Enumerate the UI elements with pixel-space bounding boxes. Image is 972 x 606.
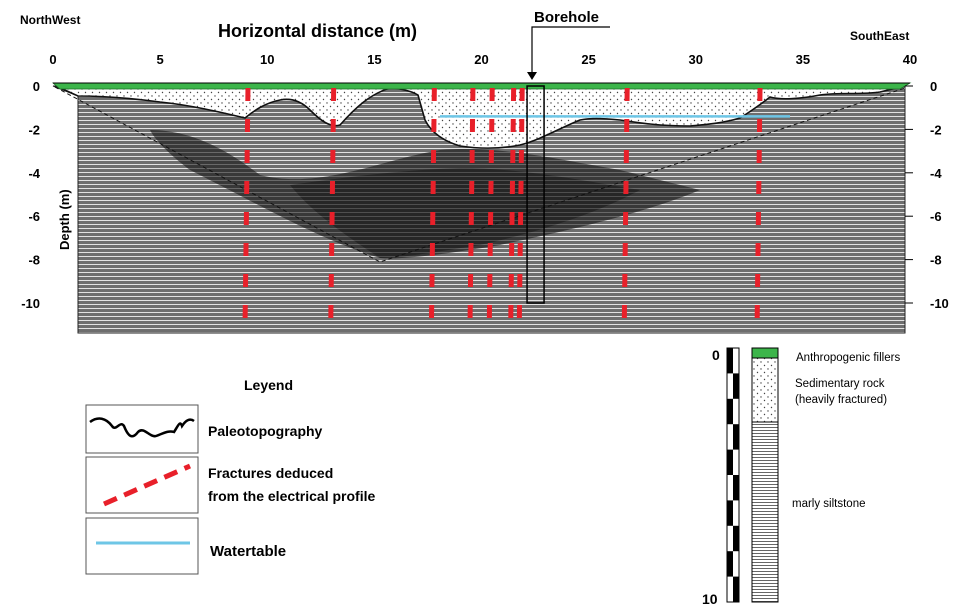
scale-block (733, 525, 739, 552)
y-tick-label-left: 0 (33, 79, 40, 94)
y-axis-ticks-left: 0 -2 -4 -6 -8 -10 (21, 79, 41, 311)
stratigraphic-column: 0 10 Anthropogenic fillers Sedimentary r… (702, 347, 900, 606)
fractures-group (242, 87, 763, 331)
direction-left-label: NorthWest (20, 13, 80, 27)
legend-box-paleotopography (85, 404, 199, 454)
scale-block (727, 500, 733, 526)
column-label-marly-siltstone: marly siltstone (792, 498, 866, 510)
column-label-sedimentary-rock: Sedimentary rock (heavily fractured) (795, 378, 888, 406)
fracture-line (328, 87, 337, 331)
y-tick-label-right: -2 (930, 122, 942, 137)
y-tick-label-right: -6 (930, 209, 942, 224)
x-tick-label: 5 (157, 52, 164, 67)
fracture-line (516, 87, 525, 331)
fracture-line (428, 87, 437, 331)
fracture-line (467, 87, 476, 331)
axes: 0 5 10 15 20 25 30 35 40 0 -2 -4 -6 -8 -10 0 -2 -4 -6 -8 -… (20, 9, 949, 311)
x-tick-label: 35 (796, 52, 810, 67)
y-axis-title: Depth (m) (57, 189, 72, 250)
y-tick-label-left: -6 (28, 209, 40, 224)
x-tick-label: 40 (903, 52, 917, 67)
y-tick-label-left: -2 (28, 122, 40, 137)
y-tick-label-left: -4 (28, 166, 40, 181)
borehole-label: Borehole (534, 9, 599, 26)
x-tick-label: 30 (689, 52, 703, 67)
legend-label-watertable: Watertable (210, 543, 286, 560)
anthropogenic-fillers-layer (51, 82, 912, 90)
legend-box-fractures (85, 456, 199, 514)
scale-block (733, 373, 739, 399)
dark-zone-lower (290, 168, 640, 258)
column-fillers (751, 347, 779, 359)
red-dashed-line-icon (102, 463, 192, 507)
fracture-line (486, 87, 495, 331)
column-top-label: 0 (712, 347, 720, 363)
y-tick-label-left: -10 (21, 296, 40, 311)
legend-label-paleotopography: Paleotopography (208, 423, 323, 439)
y-tick-label-right: 0 (930, 79, 937, 94)
x-axis-title: Horizontal distance (m) (218, 21, 417, 41)
scale-block (733, 576, 739, 602)
fracture-line (508, 87, 517, 331)
legend-label-fractures: Fractures deduced from the electrical pr… (208, 465, 375, 504)
borehole-label-leader (531, 26, 610, 55)
column-marly-siltstone (751, 421, 779, 603)
fracture-line (242, 87, 251, 331)
scale-block (727, 348, 733, 374)
x-tick-label: 15 (367, 52, 381, 67)
fracture-line (754, 87, 763, 331)
borehole-column (526, 85, 545, 304)
scale-block (727, 398, 733, 425)
cross-section (51, 82, 912, 334)
scale-block (733, 424, 739, 450)
scale-block (727, 449, 733, 475)
x-axis-ticks: 0 5 10 15 20 25 30 35 40 (49, 52, 917, 67)
legend-box-watertable (85, 517, 199, 575)
y-axis-ticks-right: 0 -2 -4 -6 -8 -10 (905, 79, 949, 311)
borehole-arrow (527, 72, 537, 80)
direction-right-label: SouthEast (850, 29, 909, 43)
paleotopography-icon (89, 417, 195, 438)
column-bottom-label: 10 (702, 591, 718, 606)
y-tick-label-right: -8 (930, 253, 942, 268)
column-sedimentary-rock (751, 357, 779, 423)
scale-block (733, 475, 739, 501)
x-tick-label: 25 (581, 52, 595, 67)
scale-block (727, 551, 733, 577)
column-label-fillers: Anthropogenic fillers (796, 352, 900, 364)
x-tick-label: 0 (49, 52, 56, 67)
x-tick-label: 20 (474, 52, 488, 67)
fracture-line (621, 87, 630, 331)
y-tick-label-left: -8 (28, 253, 40, 268)
x-tick-label: 10 (260, 52, 274, 67)
y-tick-label-right: -10 (930, 296, 949, 311)
legend: Leyend Paleotopography Fractures deduced… (85, 377, 375, 575)
y-tick-label-right: -4 (930, 166, 942, 181)
legend-title: Leyend (244, 377, 293, 393)
dipping-dashed-line (54, 86, 906, 263)
scale-bar-blocks (727, 348, 739, 602)
